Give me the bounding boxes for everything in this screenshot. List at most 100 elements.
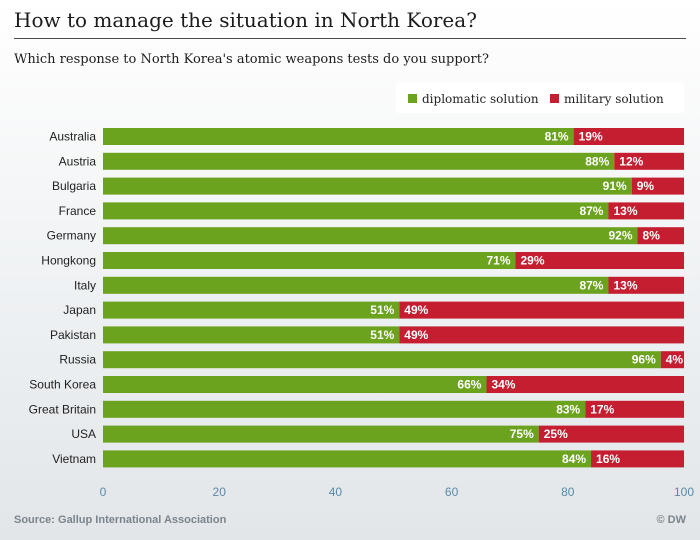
value-label-military: 4% <box>666 353 684 367</box>
bar-military <box>614 152 684 170</box>
bar-diplomatic <box>103 326 400 344</box>
category-label: Germany <box>47 229 96 243</box>
bar-diplomatic <box>103 276 609 294</box>
bar-military <box>486 376 684 393</box>
bar-diplomatic <box>103 252 516 269</box>
value-label-military: 49% <box>404 328 428 342</box>
chart-subtitle: Which response to North Korea's atomic w… <box>14 52 489 67</box>
x-tick-label: 100 <box>674 485 694 499</box>
bar-row: Vietnam 84% 16% <box>52 450 684 468</box>
bar-row: Russia 96% 4% <box>59 351 684 369</box>
value-label-diplomatic: 51% <box>370 303 394 317</box>
value-label-military: 49% <box>404 303 428 317</box>
bar-diplomatic <box>103 351 661 369</box>
category-label: Bulgaria <box>52 179 96 193</box>
value-label-diplomatic: 75% <box>510 427 534 441</box>
value-label-military: 34% <box>491 378 515 392</box>
bar-military <box>399 301 684 319</box>
category-label: Great Britain <box>29 402 96 416</box>
bar-row: Australia 81% 19% <box>49 128 684 145</box>
value-label-diplomatic: 83% <box>556 402 580 416</box>
category-label: Hongkong <box>41 254 96 268</box>
value-label-military: 9% <box>637 179 655 193</box>
chart-title: How to manage the situation in North Kor… <box>14 8 477 32</box>
bar-diplomatic <box>103 128 574 145</box>
legend-swatch-military <box>550 94 559 103</box>
x-tick-label: 40 <box>329 485 343 499</box>
value-label-diplomatic: 51% <box>370 328 394 342</box>
bar-military <box>399 326 684 344</box>
bar-military <box>591 450 684 468</box>
x-tick-label: 0 <box>100 485 107 499</box>
bar-military <box>573 128 684 145</box>
bar-military <box>538 425 684 443</box>
category-label: Italy <box>74 278 96 292</box>
bar-military <box>608 276 684 294</box>
value-label-military: 13% <box>613 204 637 218</box>
value-label-diplomatic: 88% <box>585 154 609 168</box>
value-label-diplomatic: 92% <box>608 229 632 243</box>
bar-military <box>515 252 684 269</box>
source-note: Source: Gallup International Association <box>14 514 227 526</box>
value-label-military: 17% <box>590 402 614 416</box>
legend-label-military: military solution <box>564 92 664 106</box>
value-label-military: 29% <box>521 254 545 268</box>
value-label-diplomatic: 66% <box>457 378 481 392</box>
legend-swatch-diplomatic <box>408 94 417 103</box>
category-label: Austria <box>59 154 97 168</box>
value-label-diplomatic: 91% <box>603 179 627 193</box>
x-tick-label: 20 <box>213 485 227 499</box>
bar-diplomatic <box>103 301 400 319</box>
bar-row: Japan 51% 49% <box>63 301 684 319</box>
category-label: Vietnam <box>52 452 96 466</box>
value-label-diplomatic: 81% <box>545 130 569 144</box>
bar-diplomatic <box>103 376 487 393</box>
value-label-diplomatic: 84% <box>562 452 586 466</box>
x-tick-label: 80 <box>561 485 575 499</box>
bar-military <box>631 177 684 195</box>
category-label: USA <box>71 427 96 441</box>
legend-background <box>396 83 684 113</box>
value-label-diplomatic: 87% <box>579 278 603 292</box>
value-label-military: 16% <box>596 452 620 466</box>
bar-row: Germany 92% 8% <box>47 227 684 245</box>
value-label-diplomatic: 96% <box>632 353 656 367</box>
value-label-military: 25% <box>544 427 568 441</box>
value-label-military: 8% <box>643 229 661 243</box>
bar-diplomatic <box>103 425 539 443</box>
value-label-diplomatic: 87% <box>579 204 603 218</box>
bar-row: Hongkong 71% 29% <box>41 252 684 269</box>
credit-note: © DW <box>656 514 687 526</box>
category-label: France <box>59 204 97 218</box>
value-label-military: 13% <box>613 278 637 292</box>
x-axis: 0 20 40 60 80 100 <box>100 485 695 499</box>
category-label: Pakistan <box>50 328 96 342</box>
legend: diplomatic solution military solution <box>396 83 684 113</box>
bar-row: South Korea 66% 34% <box>29 376 684 393</box>
bar-row: Italy 87% 13% <box>74 276 684 294</box>
bar-row: Bulgaria 91% 9% <box>52 177 684 195</box>
category-label: Russia <box>59 353 96 367</box>
bar-military <box>660 351 684 369</box>
bar-diplomatic <box>103 227 638 245</box>
category-label: Australia <box>49 130 96 144</box>
category-label: South Korea <box>29 378 96 392</box>
legend-label-diplomatic: diplomatic solution <box>422 92 539 106</box>
value-label-diplomatic: 71% <box>486 254 510 268</box>
bar-row: USA 75% 25% <box>71 425 684 443</box>
bar-diplomatic <box>103 152 615 170</box>
bar-military <box>585 400 684 418</box>
x-tick-label: 60 <box>445 485 459 499</box>
bar-military <box>608 202 684 220</box>
bar-row: France 87% 13% <box>59 202 684 220</box>
bar-diplomatic <box>103 177 632 195</box>
bars-group: Australia 81% 19% Austria 88% 12% Bulgaria 91% 9… <box>29 128 684 468</box>
category-label: Japan <box>63 303 96 317</box>
title-divider <box>14 38 686 39</box>
bar-military <box>637 227 684 245</box>
bar-diplomatic <box>103 450 592 468</box>
bar-row: Pakistan 51% 49% <box>50 326 684 344</box>
bar-diplomatic <box>103 202 609 220</box>
